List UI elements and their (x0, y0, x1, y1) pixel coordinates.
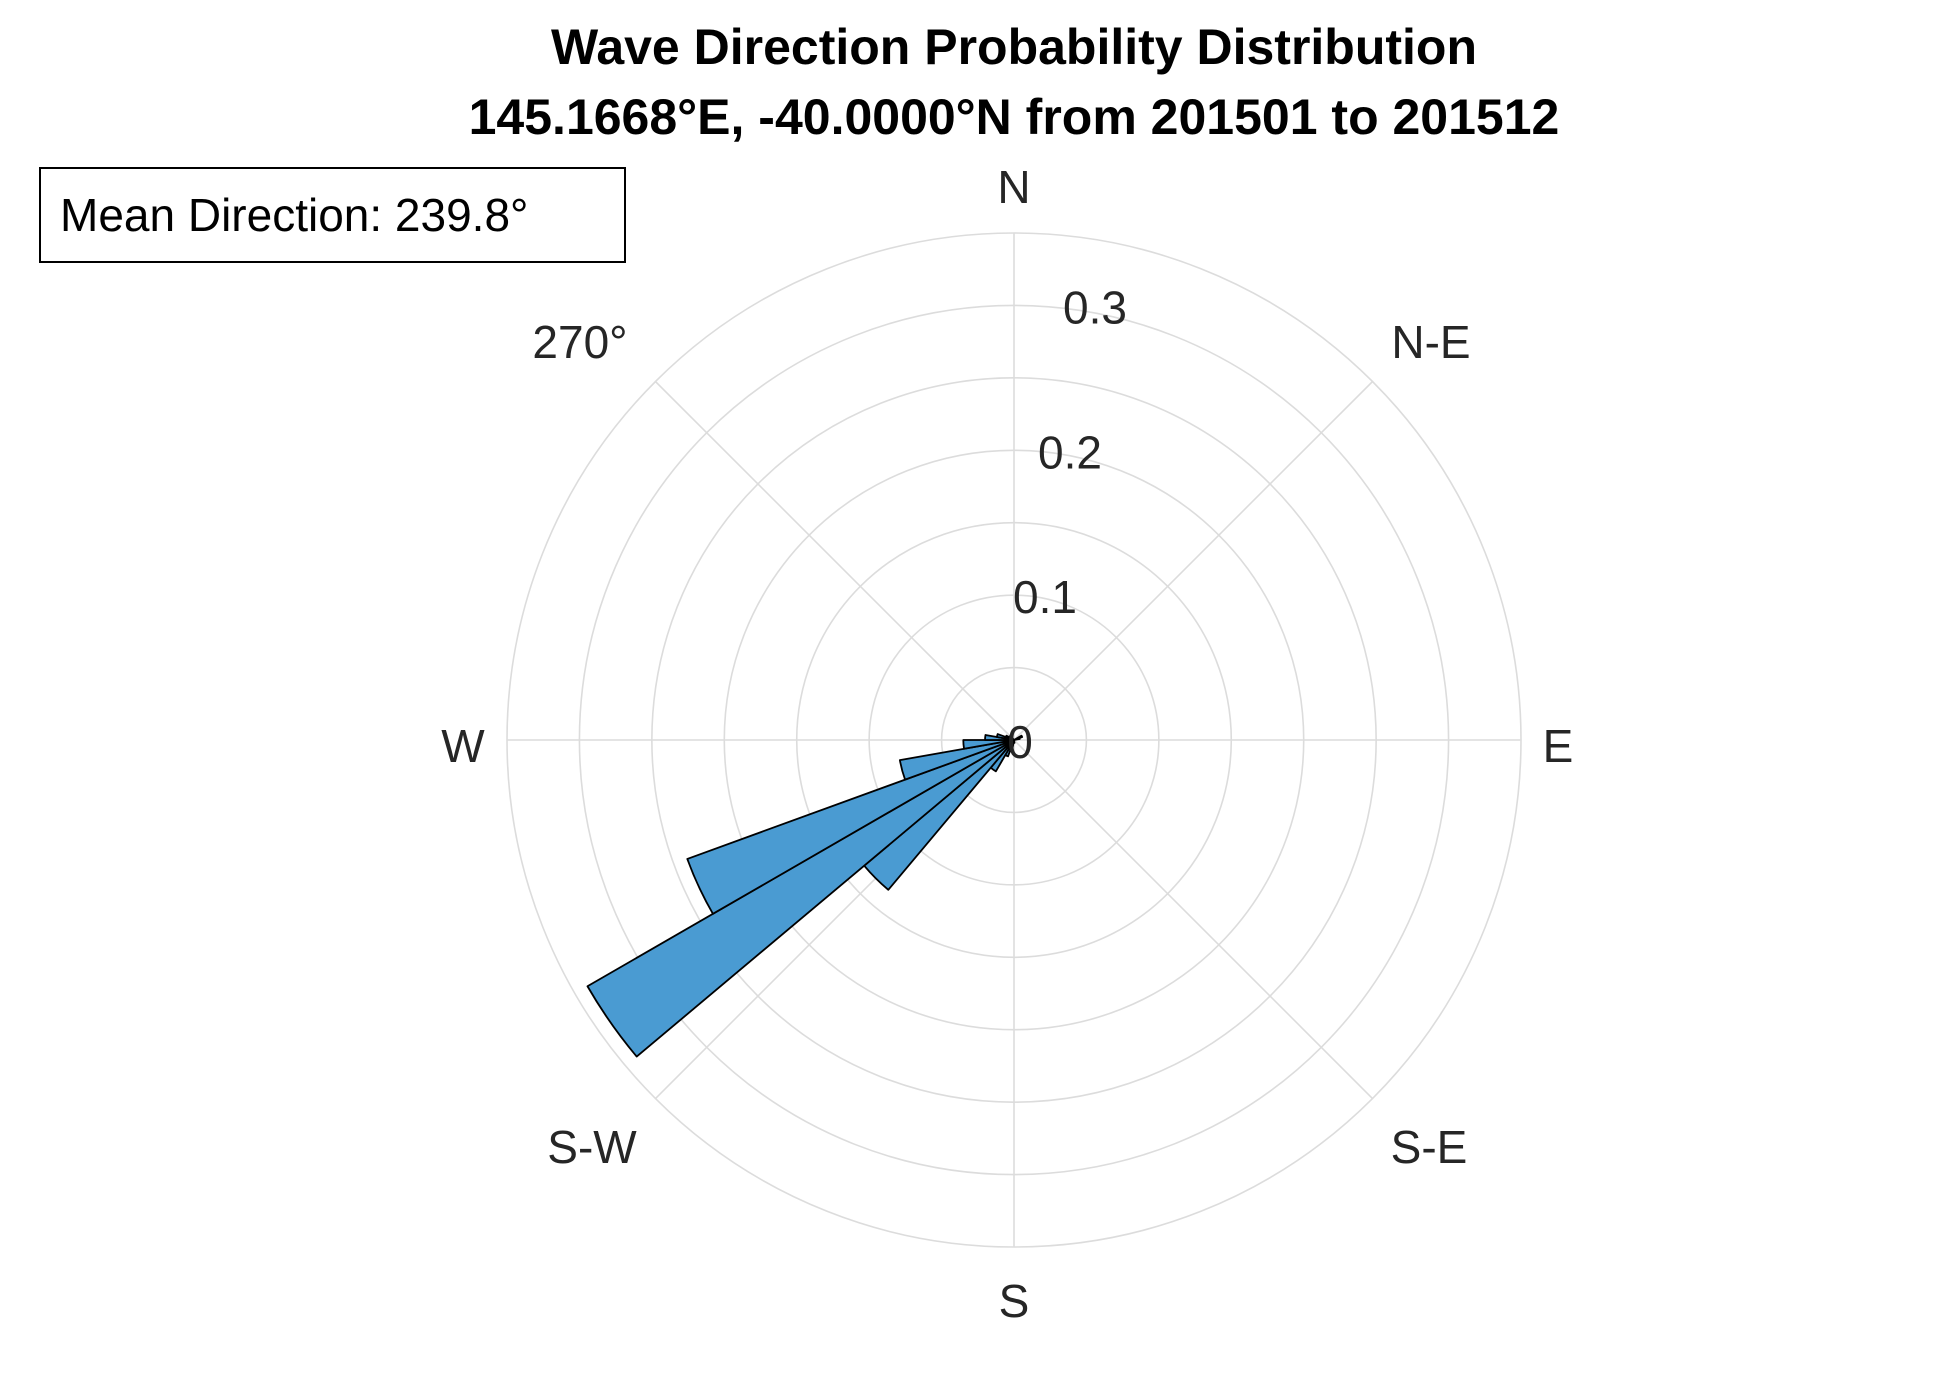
direction-label-sw: S-W (547, 1121, 637, 1173)
histogram-bars (586, 733, 1024, 1058)
chart-title: Wave Direction Probability Distribution (551, 19, 1477, 75)
histogram-bar (586, 739, 1015, 1058)
radial-tick-label: 0.3 (1063, 281, 1127, 333)
direction-label-270: 270° (532, 316, 627, 368)
histogram-bar (898, 739, 1015, 781)
annotation-box (39, 167, 626, 263)
chart-subtitle: 145.1668°E, -40.0000°N from 201501 to 20… (469, 89, 1560, 145)
grid-spoke (1013, 739, 1374, 1100)
direction-label-n: N (997, 161, 1030, 213)
histogram-bar (1013, 737, 1021, 741)
direction-label-s: S (999, 1275, 1030, 1327)
direction-label-se: S-E (1391, 1121, 1468, 1173)
histogram-bar (686, 739, 1015, 915)
radial-tick-labels: 0 0.1 0.2 0.3 (1007, 281, 1127, 768)
histogram-bar (962, 739, 1015, 750)
radial-tick-label: 0.1 (1013, 571, 1077, 623)
grid-spoke (654, 380, 1015, 741)
polar-grid (506, 232, 1522, 1248)
direction-labels: N N-E E S-E S S-W W 270° (441, 161, 1573, 1327)
direction-label-w: W (441, 720, 485, 772)
mean-direction-annotation: Mean Direction: 239.8° (39, 167, 626, 263)
radial-tick-label: 0.2 (1038, 426, 1102, 478)
histogram-bar (1009, 735, 1015, 741)
grid-spoke (1013, 380, 1374, 741)
radial-tick-label: 0 (1007, 716, 1033, 768)
direction-label-ne: N-E (1391, 316, 1470, 368)
direction-label-e: E (1543, 720, 1574, 772)
annotation-text: Mean Direction: 239.8° (60, 189, 528, 241)
